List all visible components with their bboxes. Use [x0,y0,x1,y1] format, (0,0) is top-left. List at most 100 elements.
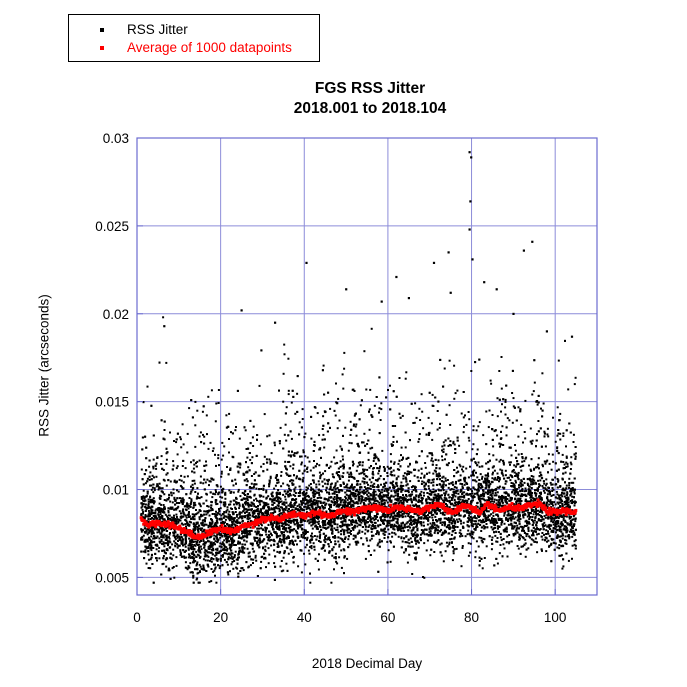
data-point [365,537,368,540]
data-point [172,548,175,551]
data-point [571,535,574,538]
data-point [169,507,172,510]
data-point [393,532,396,535]
data-point [443,496,446,499]
data-point [471,448,474,451]
data-point [420,529,423,531]
data-point [532,508,535,511]
data-point [204,549,207,551]
data-point [373,549,376,552]
data-point [212,570,215,573]
data-point [182,443,185,446]
data-point [362,477,365,480]
data-point [252,445,255,447]
data-point [254,556,257,559]
data-point [220,458,223,461]
data-point [294,494,297,497]
data-point [357,461,360,464]
data-point [215,558,218,561]
data-point [443,524,446,527]
data-point [524,500,527,503]
data-point [365,512,368,515]
data-point [188,555,191,557]
data-point [500,504,503,507]
data-point [350,533,352,536]
data-point [478,465,481,468]
data-point [180,474,183,477]
data-point [238,534,241,537]
data-point [431,454,434,457]
data-point [196,409,199,412]
data-point [329,510,332,513]
data-point [296,392,299,395]
data-point [560,521,563,524]
data-point [150,535,153,538]
data-point [305,498,308,501]
data-point [336,427,339,430]
data-point [254,530,257,533]
data-point [469,534,472,537]
data-point [487,510,490,513]
data-point [300,571,303,574]
data-point [556,434,559,437]
data-point [544,524,547,527]
data-point [359,483,362,486]
data-point [278,512,281,515]
data-point [204,559,207,562]
data-point [488,486,491,489]
data-point [142,550,145,553]
data-point [472,516,475,519]
data-point [220,514,223,517]
data-point [550,520,553,523]
data-point [386,465,389,468]
data-point [393,523,396,526]
data-point [165,484,168,487]
data-point [381,488,384,491]
data-point [385,499,388,502]
data-point [430,514,433,517]
data-point [289,501,292,504]
data-point [505,528,508,531]
data-point [551,490,554,492]
data-point [292,535,295,538]
data-point [432,496,435,499]
data-point [552,488,555,491]
data-point [417,521,419,524]
data-point [550,468,553,471]
data-point [554,440,557,443]
data-point [165,452,168,455]
data-point [373,485,376,488]
data-point [438,483,441,486]
data-point [511,527,514,530]
data-point [217,552,220,555]
data-point [534,481,537,484]
data-point [532,475,535,478]
data-point [234,429,237,432]
data-point [434,528,437,531]
data-point [153,489,156,492]
data-point [208,480,211,483]
data-point [453,486,456,488]
data-point [167,498,170,501]
data-point [545,482,548,485]
data-point [308,552,311,555]
data-point [348,473,351,476]
data-point [142,510,145,513]
data-point [379,475,382,477]
data-point [377,525,380,528]
data-point [214,522,217,524]
data-point [180,446,183,449]
data-point [566,465,569,468]
data-point [412,422,415,424]
data-point [453,529,456,532]
data-point [363,432,366,435]
data-point [378,477,381,480]
data-point [287,524,290,527]
data-point [237,488,240,491]
data-point [462,496,465,499]
data-point [434,511,437,514]
data-point [158,537,161,540]
data-point [347,479,350,482]
data-point [283,531,285,534]
data-point [419,499,422,502]
